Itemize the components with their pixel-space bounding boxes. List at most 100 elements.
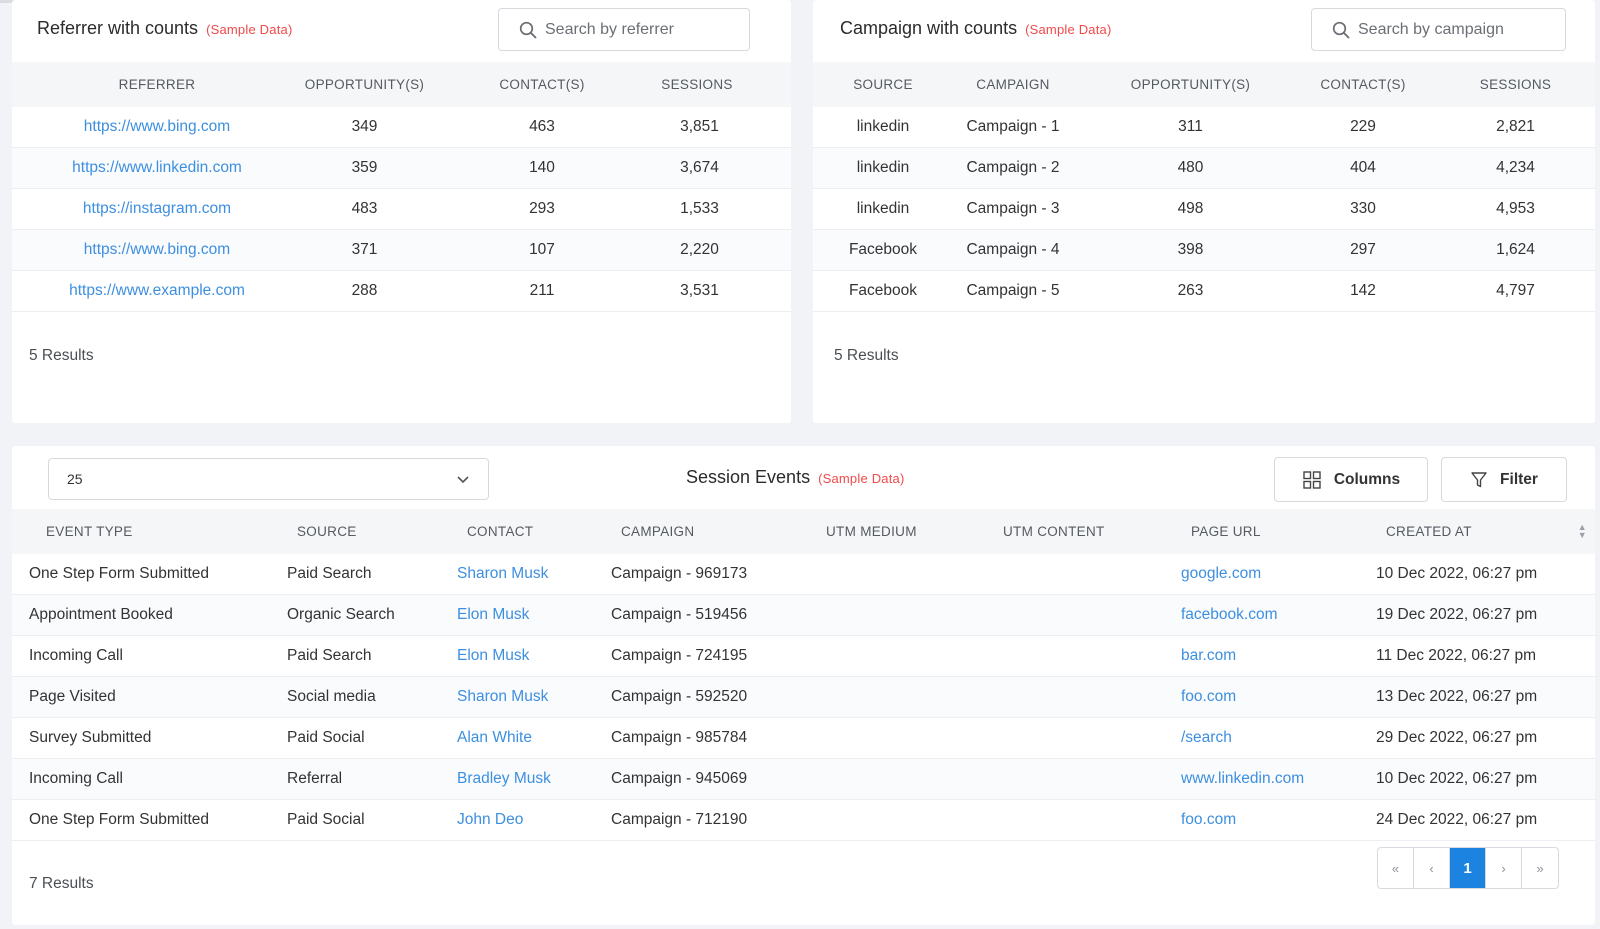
table-row: linkedin Campaign - 2 480 404 4,234: [813, 148, 1595, 189]
created-at-cell: 10 Dec 2022, 06:27 pm: [1376, 565, 1538, 582]
column-header-contact[interactable]: CONTACT: [467, 524, 534, 539]
pagination-prev-button[interactable]: ‹: [1414, 848, 1450, 888]
columns-grid-icon: [1303, 470, 1321, 489]
source-cell: Referral: [287, 770, 343, 787]
contact-link[interactable]: Bradley Musk: [457, 770, 551, 787]
page-url-link[interactable]: www.linkedin.com: [1181, 770, 1305, 787]
column-header-opportunities[interactable]: OPPORTUNITY(S): [1130, 77, 1251, 92]
column-header-sessions[interactable]: SESSIONS: [1479, 77, 1552, 92]
referrer-link[interactable]: https://www.bing.com: [83, 118, 231, 135]
column-header-utm-medium[interactable]: UTM MEDIUM: [826, 524, 917, 539]
opportunities-cell: 371: [351, 241, 378, 258]
event-type-cell: Incoming Call: [29, 647, 123, 664]
table-row: One Step Form Submitted Paid Search Sharon…: [12, 554, 1595, 595]
sessions-cell: 3,851: [680, 118, 719, 135]
page-url-link[interactable]: facebook.com: [1181, 606, 1278, 623]
contact-link[interactable]: Sharon Musk: [457, 565, 549, 582]
pagination-page-1[interactable]: 1: [1450, 848, 1486, 888]
column-header-referrer[interactable]: REFERRER: [118, 77, 196, 92]
column-header-event-type[interactable]: EVENT TYPE: [46, 524, 133, 539]
source-cell: Paid Search: [287, 565, 372, 582]
contacts-cell: 229: [1350, 118, 1376, 135]
sessions-cell: 2,220: [680, 241, 719, 258]
opportunities-cell: 288: [351, 282, 378, 299]
column-header-contacts[interactable]: CONTACT(S): [499, 77, 585, 92]
sample-data-label: (Sample Data): [818, 471, 905, 486]
event-type-cell: Appointment Booked: [29, 606, 173, 623]
referrer-link[interactable]: https://www.linkedin.com: [72, 159, 242, 176]
referrer-link[interactable]: https://instagram.com: [82, 200, 232, 217]
contact-link[interactable]: John Deo: [457, 811, 524, 828]
column-header-page-url[interactable]: PAGE URL: [1191, 524, 1261, 539]
campaign-cell: Campaign - 4: [966, 241, 1060, 258]
contacts-cell: 140: [529, 159, 555, 176]
pagination-last-button[interactable]: »: [1536, 860, 1544, 876]
contact-link[interactable]: Elon Musk: [457, 647, 530, 664]
page-url-link[interactable]: foo.com: [1181, 811, 1237, 828]
column-header-campaign[interactable]: CAMPAIGN: [621, 524, 695, 539]
referrer-card-title: Referrer with counts (Sample Data): [37, 18, 292, 39]
column-header-source[interactable]: SOURCE: [297, 524, 357, 539]
campaign-cell: Campaign - 945069: [611, 770, 748, 787]
table-row: Facebook Campaign - 5 263 142 4,797: [813, 271, 1595, 312]
contact-link[interactable]: Elon Musk: [457, 606, 530, 623]
column-header-created-at[interactable]: CREATED AT: [1386, 524, 1472, 539]
contacts-cell: 293: [529, 200, 555, 217]
created-at-cell: 29 Dec 2022, 06:27 pm: [1376, 729, 1538, 746]
source-cell: Facebook: [848, 241, 918, 258]
contact-link[interactable]: Sharon Musk: [457, 688, 549, 705]
contact-link[interactable]: Alan White: [457, 729, 532, 746]
column-header-opportunities[interactable]: OPPORTUNITY(S): [304, 77, 425, 92]
event-type-cell: One Step Form Submitted: [29, 565, 210, 582]
table-row: https://instagram.com 483 293 1,533: [12, 189, 791, 230]
pagination-first-button[interactable]: «: [1378, 848, 1414, 888]
column-header-utm-content[interactable]: UTM CONTENT: [1003, 524, 1105, 539]
column-header-sessions[interactable]: SESSIONS: [661, 77, 733, 92]
session-events-title: Session Events (Sample Data): [686, 467, 905, 488]
contacts-cell: 404: [1350, 159, 1376, 176]
opportunities-cell: 263: [1177, 282, 1204, 299]
referrer-card: Referrer with counts (Sample Data) Search…: [12, 0, 791, 423]
contacts-cell: 330: [1350, 200, 1376, 217]
pagination: « ‹ 1 › »: [1377, 847, 1559, 889]
page-size-value: 25: [67, 471, 83, 487]
page-url-link[interactable]: bar.com: [1181, 647, 1237, 664]
table-row: Incoming Call Paid Search Elon Musk Campaig…: [12, 636, 1595, 677]
sessions-cell: 2,821: [1496, 118, 1535, 135]
referrer-link[interactable]: https://www.bing.com: [83, 241, 231, 258]
search-icon: [519, 21, 537, 38]
campaign-cell: Campaign - 3: [966, 200, 1060, 217]
page-url-link[interactable]: google.com: [1181, 565, 1262, 582]
filter-button[interactable]: Filter: [1441, 457, 1567, 502]
event-type-cell: Incoming Call: [29, 770, 123, 787]
referrer-results-count: 5 Results: [29, 347, 94, 364]
page-url-link[interactable]: foo.com: [1181, 688, 1237, 705]
sessions-cell: 3,531: [680, 282, 719, 299]
column-header-contacts[interactable]: CONTACT(S): [1320, 77, 1406, 92]
source-cell: Facebook: [848, 282, 918, 299]
table-row: Survey Submitted Paid Social Alan White Cam…: [12, 718, 1595, 759]
referrer-search-input[interactable]: Search by referrer: [498, 8, 750, 51]
sort-icon[interactable]: ▲ ▼: [1577, 522, 1587, 540]
table-row: https://www.linkedin.com 359 140 3,674: [12, 148, 791, 189]
columns-button[interactable]: Columns: [1274, 457, 1428, 502]
column-header-campaign[interactable]: CAMPAIGN: [976, 77, 1050, 92]
events-table-header: EVENT TYPE SOURCE CONTACT CAMPAIGN UTM M…: [12, 509, 1595, 554]
event-type-cell: One Step Form Submitted: [29, 811, 210, 828]
column-header-source[interactable]: SOURCE: [853, 77, 913, 92]
contacts-cell: 463: [529, 118, 555, 135]
opportunities-cell: 311: [1178, 118, 1203, 135]
sample-data-label: (Sample Data): [206, 22, 293, 37]
event-type-cell: Survey Submitted: [29, 729, 152, 746]
source-cell: Paid Search: [287, 647, 372, 664]
referrer-link[interactable]: https://www.example.com: [69, 282, 245, 299]
campaign-table-header: SOURCE CAMPAIGN OPPORTUNITY(S) CONTACT(S…: [813, 62, 1595, 107]
table-row: https://www.example.com 288 211 3,531: [12, 271, 791, 312]
page-size-select[interactable]: 25: [48, 458, 489, 500]
session-events-title-text: Session Events: [686, 467, 811, 487]
pagination-next-button[interactable]: ›: [1486, 848, 1522, 888]
page-url-link[interactable]: /search: [1181, 729, 1232, 746]
campaign-search-input[interactable]: Search by campaign: [1311, 8, 1566, 51]
campaign-title-text: Campaign with counts: [840, 18, 1018, 38]
source-cell: Organic Search: [287, 606, 395, 623]
